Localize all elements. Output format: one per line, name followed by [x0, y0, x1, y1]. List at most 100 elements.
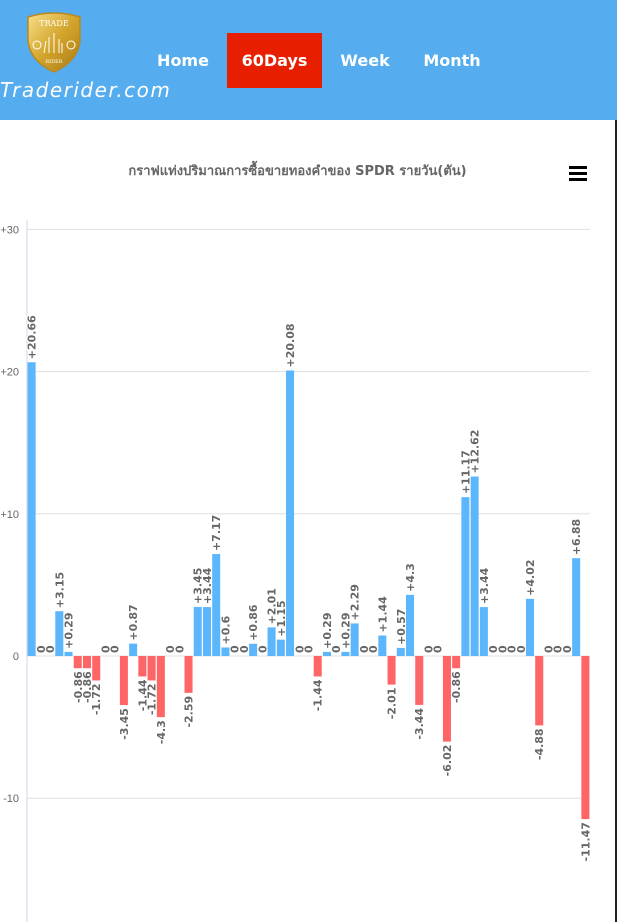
nav-home[interactable]: Home	[157, 51, 209, 70]
data-label: 0	[432, 645, 445, 653]
bar	[396, 647, 405, 656]
bar	[442, 656, 451, 742]
bar	[406, 594, 415, 656]
hamburger-icon[interactable]	[569, 166, 587, 182]
bar	[92, 656, 101, 681]
data-label: 0	[44, 645, 57, 653]
bar-chart: +30+20+100-10+20.6600+3.15+0.29-0.86-0.8…	[0, 220, 593, 922]
bar	[119, 656, 128, 706]
data-label: +0.29	[321, 613, 334, 649]
bar	[350, 623, 359, 656]
data-label: -1.44	[312, 679, 325, 711]
data-label: +12.62	[469, 430, 482, 474]
bar	[202, 607, 211, 656]
trade-rider-logo[interactable]: TRADE RIDER	[24, 11, 84, 73]
data-label: +3.15	[53, 572, 66, 608]
bar	[313, 656, 322, 677]
data-label: 0	[229, 645, 242, 653]
data-label: +0.87	[127, 604, 140, 640]
data-label: +0.29	[339, 613, 352, 649]
bar	[461, 497, 470, 656]
bar	[129, 643, 138, 656]
bar	[378, 635, 387, 656]
data-label: 0	[561, 645, 574, 653]
data-label: 0	[422, 645, 435, 653]
data-label: 0	[99, 645, 112, 653]
bar	[138, 656, 147, 677]
bar	[212, 554, 221, 656]
data-label: 0	[496, 645, 509, 653]
nav-60days[interactable]: 60Days	[227, 33, 322, 88]
data-label: +4.02	[524, 559, 537, 595]
bar	[387, 656, 396, 685]
bar	[184, 656, 193, 693]
data-label: 0	[515, 645, 528, 653]
data-label: -1.72	[146, 683, 159, 715]
bar	[55, 611, 64, 656]
bar	[535, 656, 544, 726]
bar	[147, 656, 156, 681]
data-label: 0	[35, 645, 48, 653]
data-label: +7.17	[210, 515, 223, 551]
bar	[572, 558, 581, 656]
y-tick-label: 0	[13, 651, 19, 663]
data-label: 0	[358, 645, 371, 653]
data-label: 0	[238, 645, 251, 653]
bar	[221, 647, 230, 656]
data-label: 0	[542, 645, 555, 653]
data-label: 0	[552, 645, 565, 653]
svg-text:RIDER: RIDER	[45, 59, 62, 65]
bar	[73, 656, 82, 669]
data-label: 0	[506, 645, 519, 653]
y-tick-label: -10	[3, 793, 19, 805]
data-label: +2.01	[266, 588, 279, 624]
data-label: -2.59	[183, 696, 196, 728]
data-label: -0.86	[450, 671, 463, 703]
data-label: 0	[367, 645, 380, 653]
data-label: 0	[256, 645, 269, 653]
data-label: -2.01	[386, 688, 399, 720]
data-label: +1.44	[376, 596, 389, 633]
data-label: 0	[173, 645, 186, 653]
y-tick-label: +30	[0, 224, 19, 236]
data-label: +1.15	[275, 600, 288, 636]
bar	[249, 643, 258, 656]
data-label: +3.44	[478, 567, 491, 604]
site-name[interactable]: Traderider.com	[0, 78, 172, 102]
bar	[286, 370, 295, 656]
bar	[322, 651, 331, 656]
y-tick-label: +20	[0, 367, 19, 379]
data-label: +0.86	[247, 604, 260, 641]
bar	[156, 656, 165, 718]
nav-month[interactable]: Month	[423, 51, 481, 70]
data-label: +2.29	[349, 584, 362, 620]
data-label: -3.44	[413, 708, 426, 740]
bar	[415, 656, 424, 705]
bar	[82, 656, 92, 669]
data-label: 0	[109, 645, 122, 653]
data-label: +20.66	[26, 315, 39, 359]
data-label: +11.17	[459, 450, 472, 494]
chart-title: กราฟแท่งปริมาณการซื้อขายทองคำของ SPDR รา…	[128, 164, 467, 179]
data-label: 0	[293, 645, 306, 653]
data-label: 0	[164, 645, 177, 653]
bar	[479, 607, 488, 656]
data-label: +0.6	[219, 615, 232, 644]
bar	[276, 639, 285, 656]
data-label: 0	[330, 645, 343, 653]
data-label: -4.3	[155, 720, 168, 744]
scrollbar-edge[interactable]	[615, 120, 617, 922]
nav-week[interactable]: Week	[340, 51, 390, 70]
data-label: 0	[487, 645, 500, 653]
data-label: -1.44	[136, 679, 149, 711]
site-header: TRADE RIDER Traderider.com Home 60Days W…	[0, 0, 617, 120]
bar	[267, 627, 276, 656]
data-label: +3.45	[192, 568, 205, 604]
bar	[193, 606, 202, 656]
bar	[64, 651, 73, 656]
data-label: -4.88	[533, 728, 546, 760]
data-label: +6.88	[570, 519, 583, 555]
data-label: 0	[303, 645, 316, 653]
data-label: +20.08	[284, 323, 297, 367]
data-label: +4.3	[404, 563, 417, 592]
